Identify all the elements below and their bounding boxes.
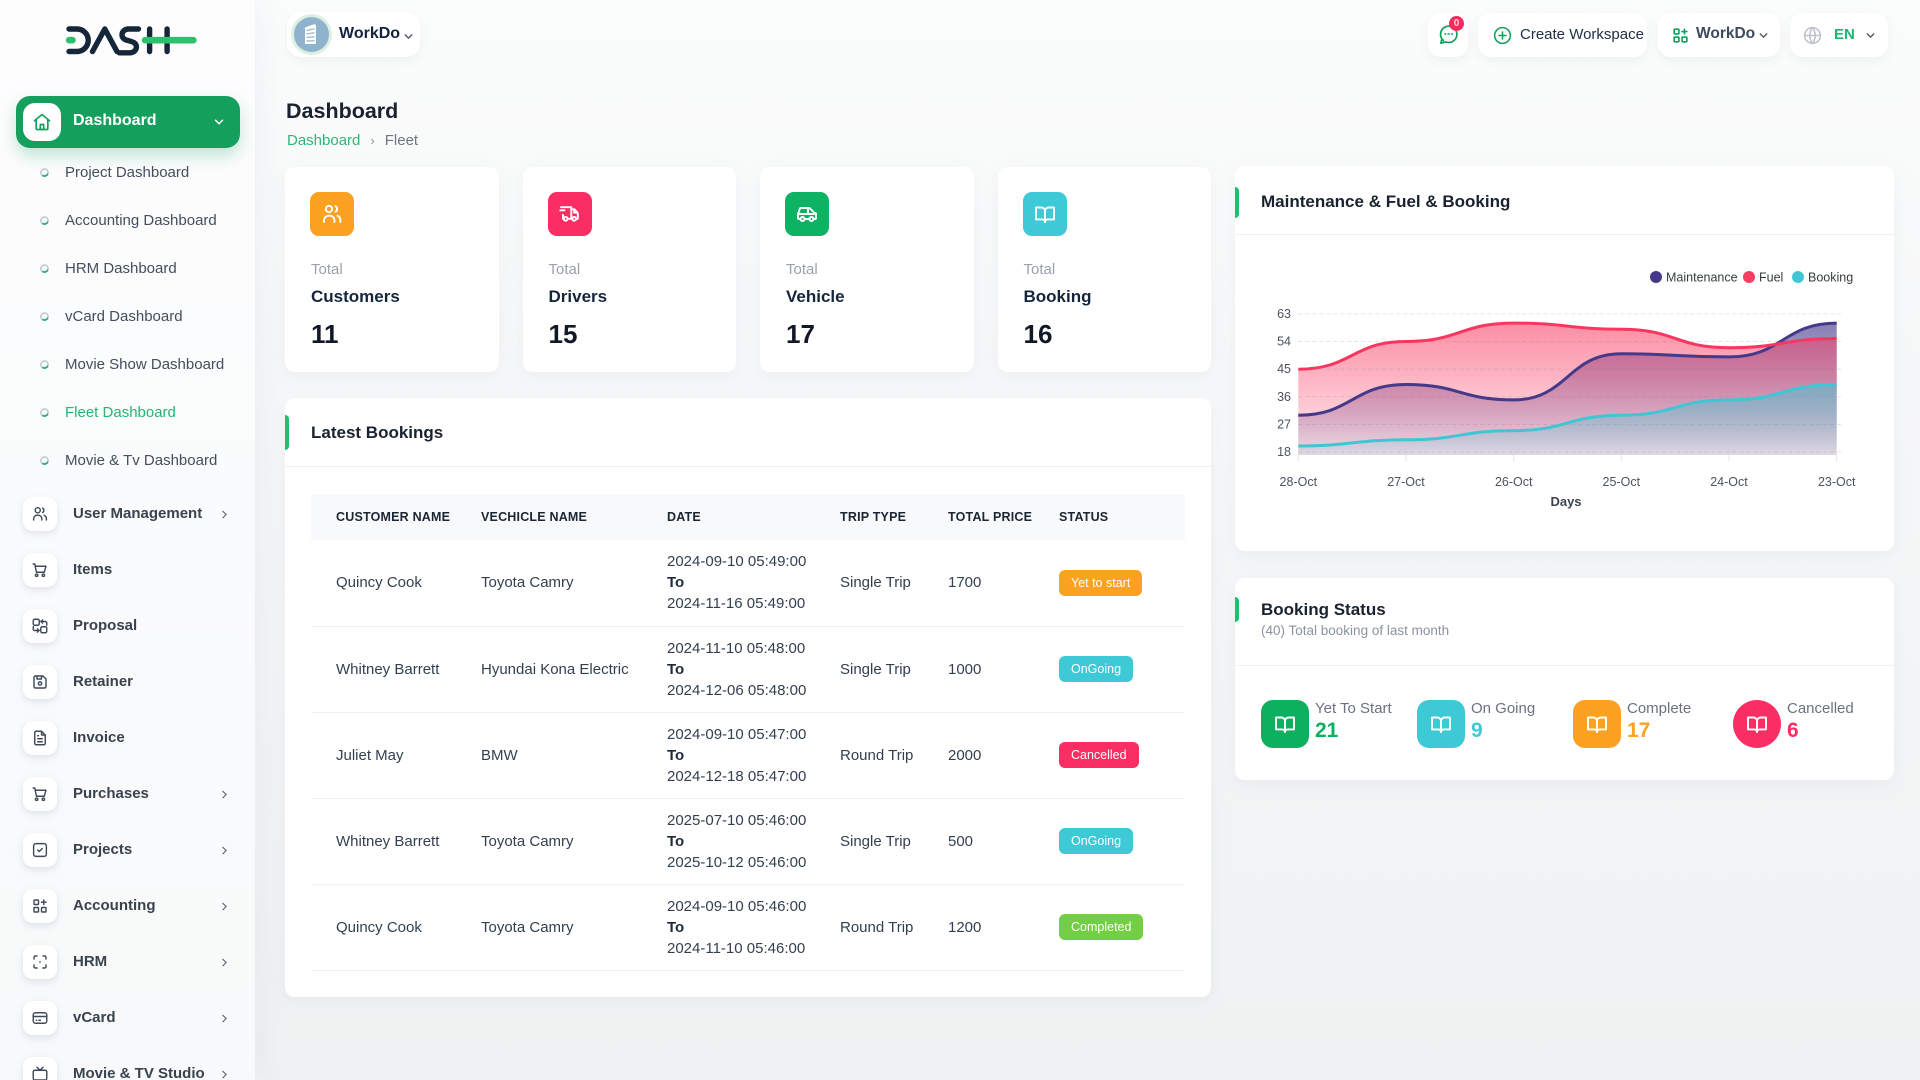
svg-text:27-Oct: 27-Oct: [1387, 475, 1425, 489]
svg-text:24-Oct: 24-Oct: [1710, 475, 1748, 489]
svg-text:Maintenance: Maintenance: [1666, 271, 1738, 285]
svg-text:28-Oct: 28-Oct: [1280, 475, 1318, 489]
svg-text:63: 63: [1277, 307, 1291, 321]
svg-text:23-Oct: 23-Oct: [1818, 475, 1856, 489]
svg-text:Fuel: Fuel: [1759, 271, 1783, 285]
svg-text:Days: Days: [1550, 494, 1581, 509]
svg-text:54: 54: [1277, 335, 1291, 349]
svg-text:45: 45: [1277, 362, 1291, 376]
svg-text:18: 18: [1277, 445, 1291, 459]
svg-text:27: 27: [1277, 418, 1291, 432]
svg-text:36: 36: [1277, 390, 1291, 404]
svg-text:Booking: Booking: [1808, 271, 1853, 285]
svg-text:25-Oct: 25-Oct: [1603, 475, 1641, 489]
svg-text:26-Oct: 26-Oct: [1495, 475, 1533, 489]
